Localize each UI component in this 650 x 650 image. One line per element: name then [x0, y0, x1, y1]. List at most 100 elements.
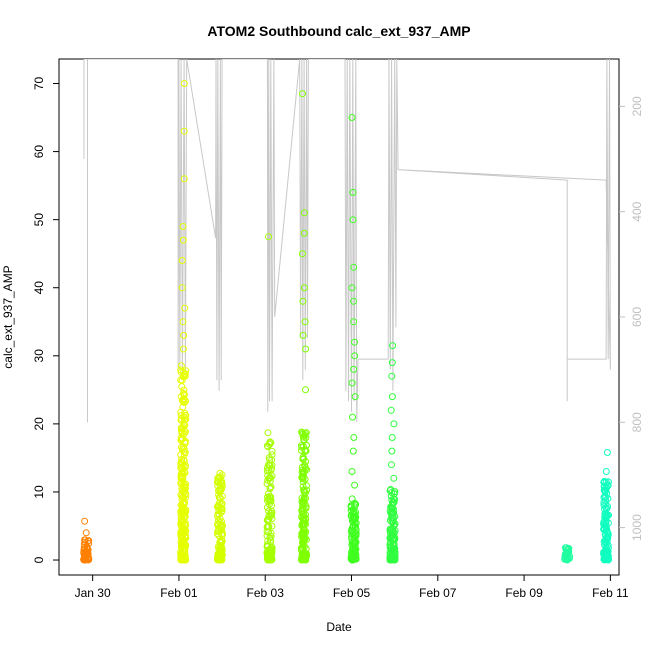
data-point [180, 468, 188, 476]
cluster-6 [386, 342, 399, 564]
data-point [80, 540, 88, 548]
data-point [388, 461, 395, 469]
data-point [602, 511, 610, 519]
x-tick-label: Feb 01 [160, 586, 198, 600]
data-point [178, 456, 186, 463]
data-point [350, 318, 358, 326]
x-tick-label: Feb 07 [419, 586, 457, 600]
data-point [214, 482, 222, 490]
data-point [181, 449, 189, 457]
y-tick-label: 30 [32, 349, 46, 363]
data-point [84, 546, 92, 554]
data-point [268, 451, 276, 459]
data-point [81, 517, 89, 525]
data-point [265, 507, 273, 515]
data-point [263, 550, 271, 558]
data-point [391, 556, 399, 564]
y-axis-label: calc_ext_937_AMP [1, 265, 15, 368]
data-point [302, 553, 309, 561]
data-point [388, 489, 396, 496]
data-point [80, 556, 88, 564]
data-point [179, 223, 187, 230]
data-point [302, 465, 309, 473]
data-point [348, 114, 356, 121]
data-point [298, 463, 306, 471]
data-point [265, 233, 272, 241]
data-point [181, 463, 189, 471]
data-point [215, 473, 223, 481]
y-tick-label: 10 [32, 485, 46, 499]
data-point [351, 393, 359, 401]
data-point [177, 376, 185, 384]
data-point [180, 127, 188, 135]
data-point [181, 370, 189, 378]
data-point [390, 546, 398, 554]
data-point [217, 501, 225, 509]
data-point [178, 443, 185, 451]
data-point [348, 379, 356, 387]
data-point [177, 416, 185, 424]
data-point [299, 511, 307, 519]
x-tick-label: Feb 03 [247, 586, 285, 600]
data-point [301, 514, 309, 522]
data-point [298, 544, 305, 552]
data-point [351, 338, 358, 346]
data-point [350, 555, 358, 563]
data-point [389, 525, 397, 532]
data-point [180, 386, 188, 394]
data-point [603, 449, 611, 456]
data-point [84, 549, 92, 557]
data-point [603, 505, 611, 512]
data-point [298, 428, 306, 436]
data-point [215, 477, 223, 485]
cluster-8 [600, 449, 612, 564]
data-point [298, 429, 306, 437]
y2-tick-label: 1000 [630, 514, 644, 541]
data-point [387, 533, 395, 541]
data-point [299, 473, 307, 481]
data-point [268, 522, 276, 530]
y-axis: 0 10 20 30 40 50 60 70 [32, 77, 59, 563]
data-point [179, 403, 187, 411]
data-point [179, 435, 186, 442]
data-point [182, 412, 190, 420]
data-point [217, 541, 225, 549]
data-point [177, 362, 185, 370]
data-point [177, 479, 185, 487]
data-point [182, 542, 190, 550]
data-point [265, 461, 272, 469]
y2-tick-label: 800 [630, 412, 644, 432]
data-point [388, 359, 396, 367]
x-tick-label: Feb 05 [333, 586, 371, 600]
data-point [181, 513, 189, 521]
cluster-4 [298, 90, 311, 564]
data-point [264, 464, 271, 472]
data-point [299, 331, 307, 339]
data-point [180, 175, 188, 183]
data-point [602, 468, 610, 475]
data-point [389, 532, 396, 540]
data-point [298, 530, 306, 538]
data-point [386, 556, 394, 564]
data-point [82, 529, 90, 537]
data-point [264, 429, 272, 437]
data-point [349, 518, 357, 526]
data-point [178, 436, 186, 443]
data-point [348, 284, 356, 292]
data-point [182, 367, 190, 375]
y-tick-label: 70 [32, 77, 46, 91]
data-point [351, 534, 359, 541]
cluster-0 [80, 517, 93, 564]
data-point [266, 474, 274, 482]
right-depth-axis: 200 400 600 800 1000 [619, 96, 644, 541]
data-point [177, 368, 185, 376]
data-point [351, 352, 359, 360]
data-point [389, 342, 397, 350]
data-point [181, 416, 188, 424]
scatter-points-layer [80, 80, 612, 564]
data-point [298, 522, 306, 530]
data-point [82, 548, 90, 556]
data-point [179, 390, 187, 397]
data-point [216, 482, 224, 490]
data-point [177, 534, 185, 542]
